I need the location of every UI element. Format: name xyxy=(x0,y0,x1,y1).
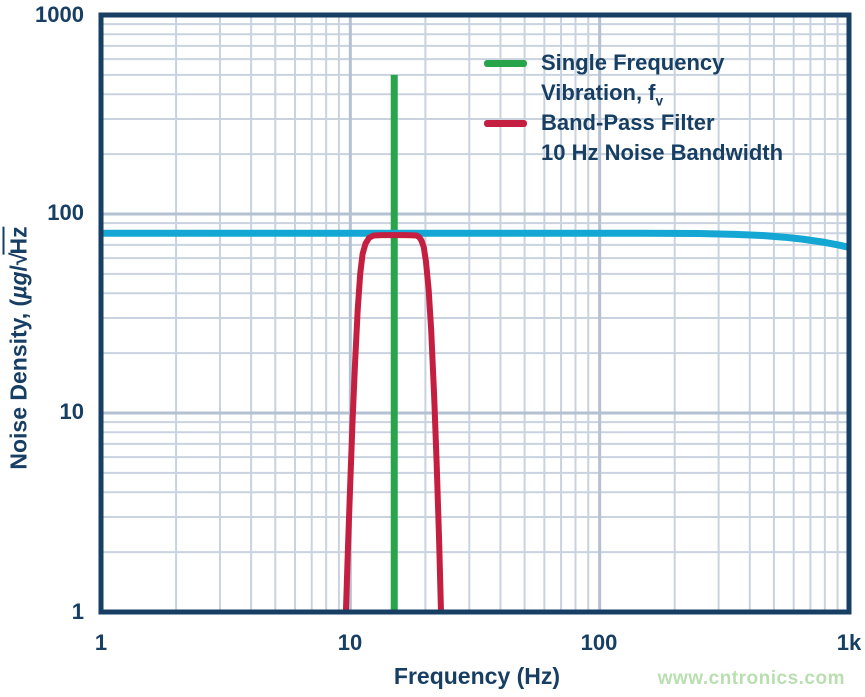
y-tick-10: 10 xyxy=(59,399,84,424)
x-tick-100: 100 xyxy=(580,630,618,655)
legend-line: Band-Pass Filter xyxy=(541,110,715,135)
legend-line: 10 Hz Noise Bandwidth xyxy=(541,140,784,165)
y-tick-100: 100 xyxy=(47,200,84,225)
legend-entry-band-pass: Band-Pass Filter 10 Hz Noise Bandwidth xyxy=(484,108,783,168)
x-axis-title: Frequency (Hz) xyxy=(393,663,561,689)
legend-entry-single-frequency: Single Frequency Vibration, fv xyxy=(484,48,783,108)
y-title-prefix: Noise Density, ( xyxy=(5,298,32,470)
y-axis-title: Noise Density, (µg/√Hz xyxy=(2,226,33,470)
y-title-slash: / xyxy=(5,265,32,272)
y-tick-1000: 1000 xyxy=(35,2,84,27)
legend-label-single-frequency: Single Frequency Vibration, fv xyxy=(541,48,724,108)
legend-line: Vibration, fv xyxy=(541,78,724,108)
y-title-mu: µg xyxy=(5,271,32,299)
green-line-swatch-icon xyxy=(484,60,527,67)
legend-label-band-pass: Band-Pass Filter 10 Hz Noise Bandwidth xyxy=(541,108,783,168)
watermark: www.cntronics.com xyxy=(657,668,845,689)
x-tick-1k: 1k xyxy=(836,630,862,655)
y-title-radicand: Hz xyxy=(2,226,32,255)
legend-subscript: v xyxy=(655,93,664,109)
red-line-swatch-icon xyxy=(484,120,527,127)
x-tick-1: 1 xyxy=(94,630,108,655)
legend-line: Single Frequency xyxy=(541,50,725,75)
legend: Single Frequency Vibration, fv Band-Pass… xyxy=(484,48,783,168)
x-tick-10: 10 xyxy=(337,630,363,655)
y-tick-1: 1 xyxy=(71,599,84,624)
legend-line-text: Vibration, f xyxy=(541,80,656,105)
